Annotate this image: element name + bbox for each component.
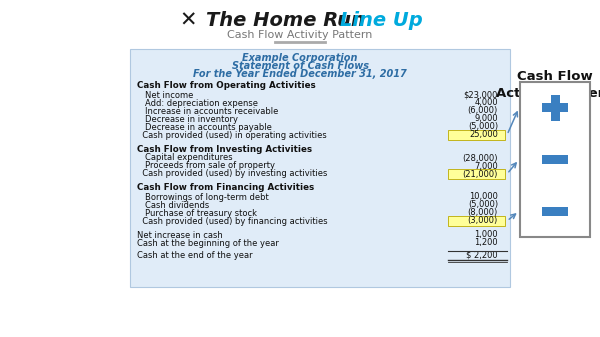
Text: Cash at the end of the year: Cash at the end of the year bbox=[137, 250, 253, 259]
Text: 9,000: 9,000 bbox=[475, 115, 498, 123]
Bar bbox=[542, 207, 568, 216]
Text: Purchase of treasury stock: Purchase of treasury stock bbox=[145, 209, 257, 217]
Bar bbox=[448, 216, 505, 226]
Text: Example Corporation: Example Corporation bbox=[242, 53, 358, 63]
Text: Statement of Cash Flows: Statement of Cash Flows bbox=[232, 61, 368, 71]
Text: ✕: ✕ bbox=[179, 11, 197, 31]
Text: For the Year Ended December 31, 2017: For the Year Ended December 31, 2017 bbox=[193, 69, 407, 79]
Text: 10,000: 10,000 bbox=[469, 192, 498, 202]
Text: Increase in accounts receivable: Increase in accounts receivable bbox=[145, 106, 278, 116]
Text: Cash Flow from Operating Activities: Cash Flow from Operating Activities bbox=[137, 82, 316, 91]
Text: 4,000: 4,000 bbox=[475, 98, 498, 108]
Text: Add: depreciation expense: Add: depreciation expense bbox=[145, 98, 258, 108]
Text: 1,200: 1,200 bbox=[475, 239, 498, 247]
Bar bbox=[448, 130, 505, 140]
Text: (6,000): (6,000) bbox=[468, 106, 498, 116]
Text: 7,000: 7,000 bbox=[474, 161, 498, 171]
Bar bbox=[542, 155, 568, 164]
Text: Net income: Net income bbox=[145, 91, 193, 99]
Bar bbox=[520, 82, 590, 237]
Text: Cash provided (used) by financing activities: Cash provided (used) by financing activi… bbox=[137, 216, 328, 225]
Text: Decrease in accounts payable: Decrease in accounts payable bbox=[145, 123, 272, 131]
Bar bbox=[551, 95, 560, 121]
Bar bbox=[130, 49, 510, 287]
Text: 1,000: 1,000 bbox=[475, 231, 498, 240]
Text: Net increase in cash: Net increase in cash bbox=[137, 231, 223, 240]
Text: (3,000): (3,000) bbox=[468, 216, 498, 225]
Text: Cash Flow Activity Pattern: Cash Flow Activity Pattern bbox=[227, 30, 373, 40]
Text: Cash dividends: Cash dividends bbox=[145, 201, 209, 210]
Text: Proceeds from sale of property: Proceeds from sale of property bbox=[145, 161, 275, 171]
Text: $23,000: $23,000 bbox=[464, 91, 498, 99]
Text: Capital expenditures: Capital expenditures bbox=[145, 153, 233, 162]
Bar bbox=[542, 103, 568, 112]
Text: Cash Flow
Activity Pattern: Cash Flow Activity Pattern bbox=[496, 69, 600, 100]
Text: Decrease in inventory: Decrease in inventory bbox=[145, 115, 238, 123]
Text: $ 2,200: $ 2,200 bbox=[466, 250, 498, 259]
Text: Cash Flow from Financing Activities: Cash Flow from Financing Activities bbox=[137, 184, 314, 192]
Text: Line Up: Line Up bbox=[340, 11, 423, 31]
Text: (5,000): (5,000) bbox=[468, 123, 498, 131]
Text: Borrowings of long-term debt: Borrowings of long-term debt bbox=[145, 192, 269, 202]
Text: Cash Flow from Investing Activities: Cash Flow from Investing Activities bbox=[137, 145, 312, 153]
Bar bbox=[448, 169, 505, 179]
Text: (21,000): (21,000) bbox=[463, 170, 498, 179]
Text: (28,000): (28,000) bbox=[463, 153, 498, 162]
Text: 25,000: 25,000 bbox=[469, 130, 498, 140]
Text: (5,000): (5,000) bbox=[468, 201, 498, 210]
Text: (8,000): (8,000) bbox=[468, 209, 498, 217]
Text: The Home Run: The Home Run bbox=[206, 11, 371, 31]
Text: Cash provided (used) in operating activities: Cash provided (used) in operating activi… bbox=[137, 130, 327, 140]
Text: Cash at the beginning of the year: Cash at the beginning of the year bbox=[137, 239, 279, 247]
Text: Cash provided (used) by investing activities: Cash provided (used) by investing activi… bbox=[137, 170, 328, 179]
